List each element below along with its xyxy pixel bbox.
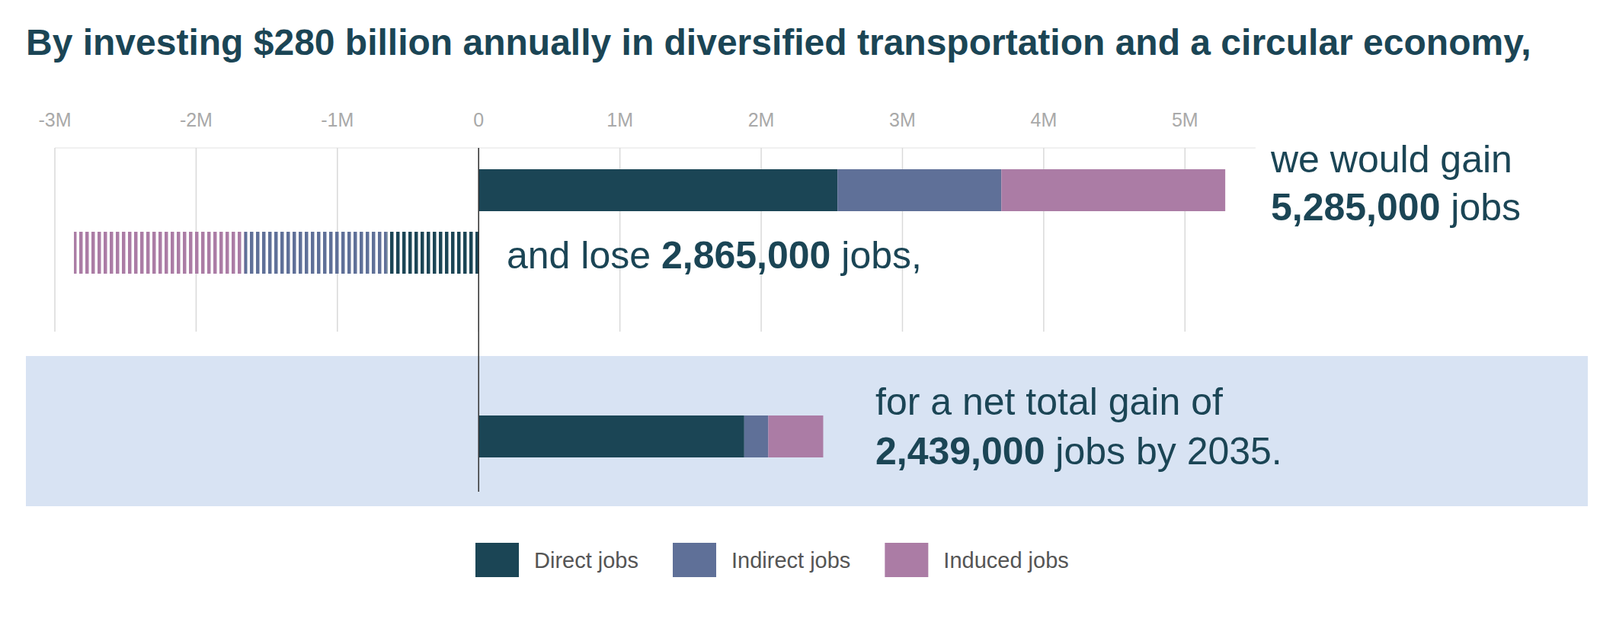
tick-label: 0 [473, 108, 484, 131]
annotation-part: jobs [1440, 185, 1521, 229]
annotation-part: and lose [506, 233, 662, 277]
bar-segment [478, 169, 838, 212]
tick-label: 5M [1171, 108, 1199, 131]
bar-segment [73, 231, 244, 274]
tick-label: 1M [606, 108, 634, 131]
bar-segment [744, 415, 769, 458]
legend-item: Indirect jobs [672, 542, 851, 577]
bar-segment [837, 169, 1002, 212]
annotation-part: 5,285,000 [1270, 185, 1440, 229]
net-band [25, 355, 1588, 506]
tick-label: 4M [1030, 108, 1058, 131]
bar-segment [478, 415, 745, 458]
title: By investing $280 billion annually in di… [25, 22, 1532, 63]
chart: By investing $280 billion annually in di… [0, 0, 1600, 632]
grid-line [54, 147, 56, 332]
bar-segment [768, 415, 823, 458]
annotation-part: jobs by 2035. [1044, 429, 1282, 473]
annotation-part: for a net total gain of [875, 380, 1223, 423]
tick-label: -2M [179, 108, 213, 131]
annotation: we would gain [1270, 137, 1513, 181]
legend-label: Induced jobs [943, 547, 1069, 573]
tick-label: -1M [320, 108, 354, 131]
legend-label: Indirect jobs [731, 547, 851, 573]
tick-label: 2M [748, 108, 775, 131]
bar-segment [1001, 169, 1226, 212]
legend-swatch [884, 542, 928, 577]
legend-swatch [672, 542, 717, 577]
annotation-part: we would gain [1270, 137, 1513, 181]
tick-label: 3M [889, 108, 916, 131]
zero-line [477, 147, 480, 492]
annotation-part: jobs, [830, 233, 922, 277]
tick-label: -3M [38, 108, 71, 131]
annotation-part: 2,439,000 [875, 429, 1045, 473]
axis-line [54, 147, 1256, 149]
bar-segment [387, 231, 480, 274]
legend-swatch [475, 542, 519, 577]
annotation: and lose 2,865,000 jobs, [506, 233, 922, 277]
legend-item: Induced jobs [884, 542, 1069, 577]
annotation: 5,285,000 jobs [1270, 185, 1521, 229]
annotation: for a net total gain of [875, 380, 1223, 423]
legend-label: Direct jobs [534, 547, 639, 573]
bars [73, 169, 1226, 458]
legend-item: Direct jobs [475, 542, 639, 577]
annotation: 2,439,000 jobs by 2035. [875, 429, 1283, 473]
bar-segment [243, 231, 387, 274]
annotation-part: 2,865,000 [661, 233, 831, 277]
